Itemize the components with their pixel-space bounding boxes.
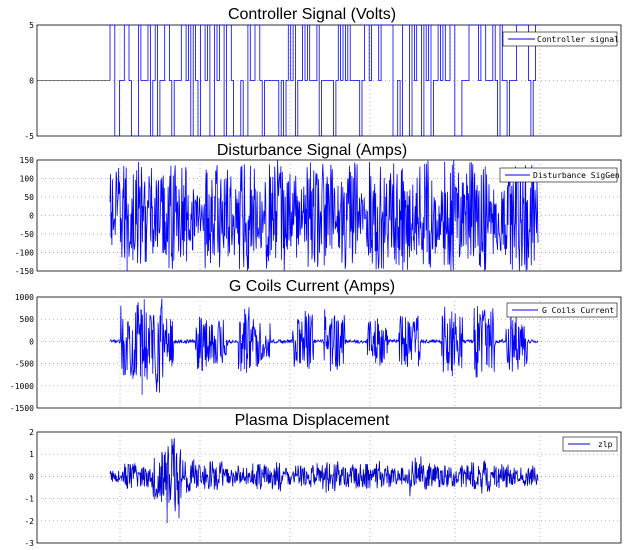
controller-signal-panel: Controller Signal (Volts) 5 0 -5 Controlle… <box>24 6 622 141</box>
chart-title: G Coils Current (Amps) <box>229 278 395 295</box>
y-tick-label: -50 <box>20 230 35 239</box>
y-tick-label: 150 <box>20 156 35 165</box>
legend-box <box>499 167 618 183</box>
chart-title: Controller Signal (Volts) <box>228 6 396 23</box>
y-axis-ticks: 1000 500 0 -500 -1000 -1500 <box>10 293 34 413</box>
legend: zlp <box>562 436 618 452</box>
series-line-controller-signal <box>109 24 538 137</box>
y-axis-ticks: 5 0 -5 <box>24 21 34 141</box>
legend-label: zlp <box>598 440 613 449</box>
y-tick-label: 0 <box>29 472 34 481</box>
series-line-zlp <box>109 438 539 523</box>
y-tick-label: 0 <box>29 337 34 346</box>
y-tick-label: 2 <box>29 428 34 437</box>
disturbance-signal-panel: Disturbance Signal (Amps) 150 100 50 0 -50 -1… <box>15 142 622 276</box>
y-tick-label: 500 <box>20 315 35 324</box>
y-tick-label: -1500 <box>10 404 34 413</box>
y-tick-label: 1000 <box>15 293 34 302</box>
legend-label: G Coils Current <box>542 306 614 315</box>
y-tick-label: -3 <box>24 539 34 548</box>
chart-title: Disturbance Signal (Amps) <box>217 142 407 159</box>
legend-label: Disturbance SigGen <box>533 171 620 180</box>
series-line-disturbance <box>109 160 539 271</box>
legend-label: Controller signal <box>537 35 619 44</box>
y-tick-label: 0 <box>29 212 34 221</box>
series-line-g-coils-current <box>109 298 539 395</box>
y-tick-label: -5 <box>24 132 34 141</box>
y-tick-label: 50 <box>24 193 34 202</box>
y-axis-ticks: 2 1 0 -1 -2 -3 <box>24 428 34 548</box>
y-tick-label: 5 <box>29 21 34 30</box>
y-tick-label: 100 <box>20 175 35 184</box>
y-tick-label: -2 <box>24 517 34 526</box>
y-tick-label: -1 <box>24 495 34 504</box>
y-tick-label: 0 <box>29 77 34 86</box>
legend: Disturbance SigGen <box>499 167 620 183</box>
y-tick-label: -100 <box>15 249 34 258</box>
chart-title: Plasma Displacement <box>235 412 390 429</box>
y-tick-label: -1000 <box>10 382 34 391</box>
legend-box <box>502 31 618 47</box>
y-tick-label: 1 <box>29 450 34 459</box>
legend-box <box>506 302 618 318</box>
legend: G Coils Current <box>506 302 618 318</box>
y-tick-label: -500 <box>15 360 34 369</box>
legend: Controller signal <box>502 31 619 47</box>
g-coils-current-panel: G Coils Current (Amps) 1000 500 0 -500 -1000… <box>10 278 622 413</box>
y-tick-label: -150 <box>15 267 34 276</box>
y-axis-ticks: 150 100 50 0 -50 -100 -150 <box>15 156 34 276</box>
plasma-displacement-panel: Plasma Displacement 2 1 0 -1 -2 -3 zlp <box>24 412 622 548</box>
